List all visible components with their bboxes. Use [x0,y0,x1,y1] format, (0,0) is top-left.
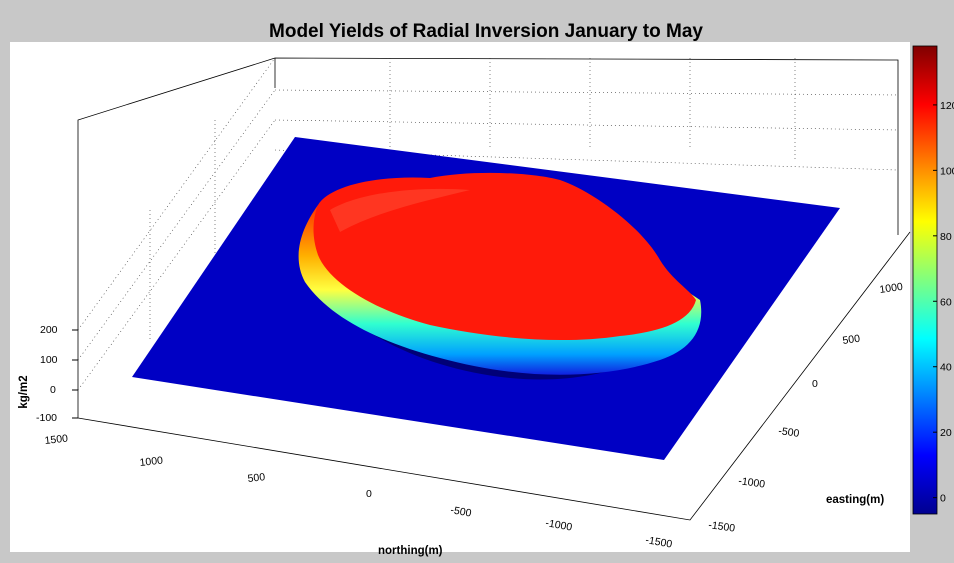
z-axis: 200 100 0 -100 kg/m2 [18,324,78,424]
x-tick-label: 1000 [139,455,164,469]
x-tick-label: 500 [247,471,266,485]
chart-title: Model Yields of Radial Inversion January… [269,21,703,42]
x-tick-label: 1500 [44,433,69,447]
z-axis-label: kg/m2 [18,375,30,408]
colorbar-tick-label: 100 [940,165,954,177]
y-tick-label: 0 [812,378,818,390]
colorbar: 0 20 40 60 80 100 120 [912,45,954,515]
colorbar-tick-label: 0 [940,493,946,505]
z-tick-label: 200 [40,324,58,336]
surface-plateau-highlight [330,188,470,232]
y-axis-label: easting(m) [826,494,884,506]
x-axis-label: northing(m) [378,545,443,557]
y-tick-label: -1000 [738,475,766,491]
y-axis: 1000 500 0 -500 -1000 -1500 easting(m) [708,281,904,535]
y-tick-label: -500 [778,425,801,440]
colorbar-tick-label: 120 [940,100,954,112]
colorbar-tick-label: 60 [940,296,952,308]
y-tick-label: -1500 [708,519,736,535]
z-tick-label: -100 [36,412,57,424]
colorbar-tick-label: 80 [940,231,952,243]
x-tick-label: -1500 [644,534,673,551]
x-tick-label: 0 [366,488,372,500]
surface-plateau-top [313,172,696,341]
x-axis: 1500 1000 500 0 -500 -1000 -1500 northin… [44,433,673,557]
colorbar-tick-label: 40 [940,362,952,374]
x-tick-label: -1000 [544,517,573,534]
axes-box [77,57,911,521]
y-tick-label: 500 [842,333,861,347]
z-tick-label: 0 [50,384,56,396]
z-tick-label: 100 [40,354,58,366]
surface-plateau-side [298,205,702,375]
colorbar-tick-label: 20 [940,427,952,439]
gridlines [77,57,899,391]
x-tick-label: -500 [449,504,472,519]
colorbar-gradient [912,45,938,515]
y-tick-label: 1000 [879,281,904,296]
